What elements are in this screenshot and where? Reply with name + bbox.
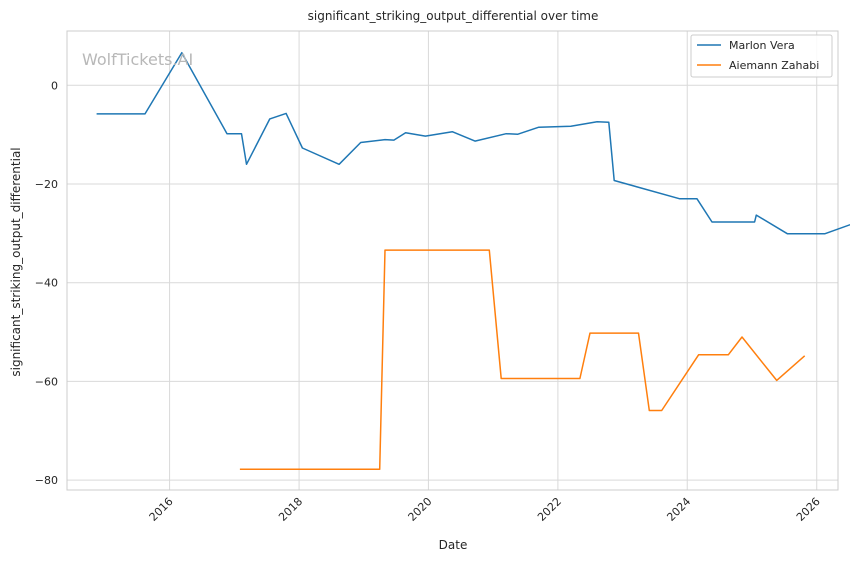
plot-frame	[66, 30, 839, 491]
y-axis-label: significant_striking_output_differential	[9, 147, 23, 376]
y-tick-label: 0	[51, 79, 58, 92]
chart-title: significant_striking_output_differential…	[308, 9, 599, 23]
legend: Marlon Vera Aiemann Zahabi	[690, 34, 833, 78]
y-tick-label: −40	[35, 277, 58, 290]
grid-lines	[67, 31, 838, 490]
y-tick-label: −20	[35, 178, 58, 191]
series-layer	[96, 51, 850, 471]
y-axis-ticks: 0 −20 −40 −60 −80	[35, 79, 58, 487]
legend-entry: Marlon Vera	[729, 39, 795, 52]
series-line-2	[239, 249, 806, 471]
y-tick-label: −60	[35, 375, 58, 388]
y-tick-label: −80	[35, 474, 58, 487]
legend-box	[690, 34, 833, 78]
series-line-1	[96, 51, 850, 235]
legend-entry: Aiemann Zahabi	[729, 59, 819, 72]
watermark: WolfTickets.AI	[82, 50, 193, 69]
x-axis-label: Date	[439, 538, 468, 552]
